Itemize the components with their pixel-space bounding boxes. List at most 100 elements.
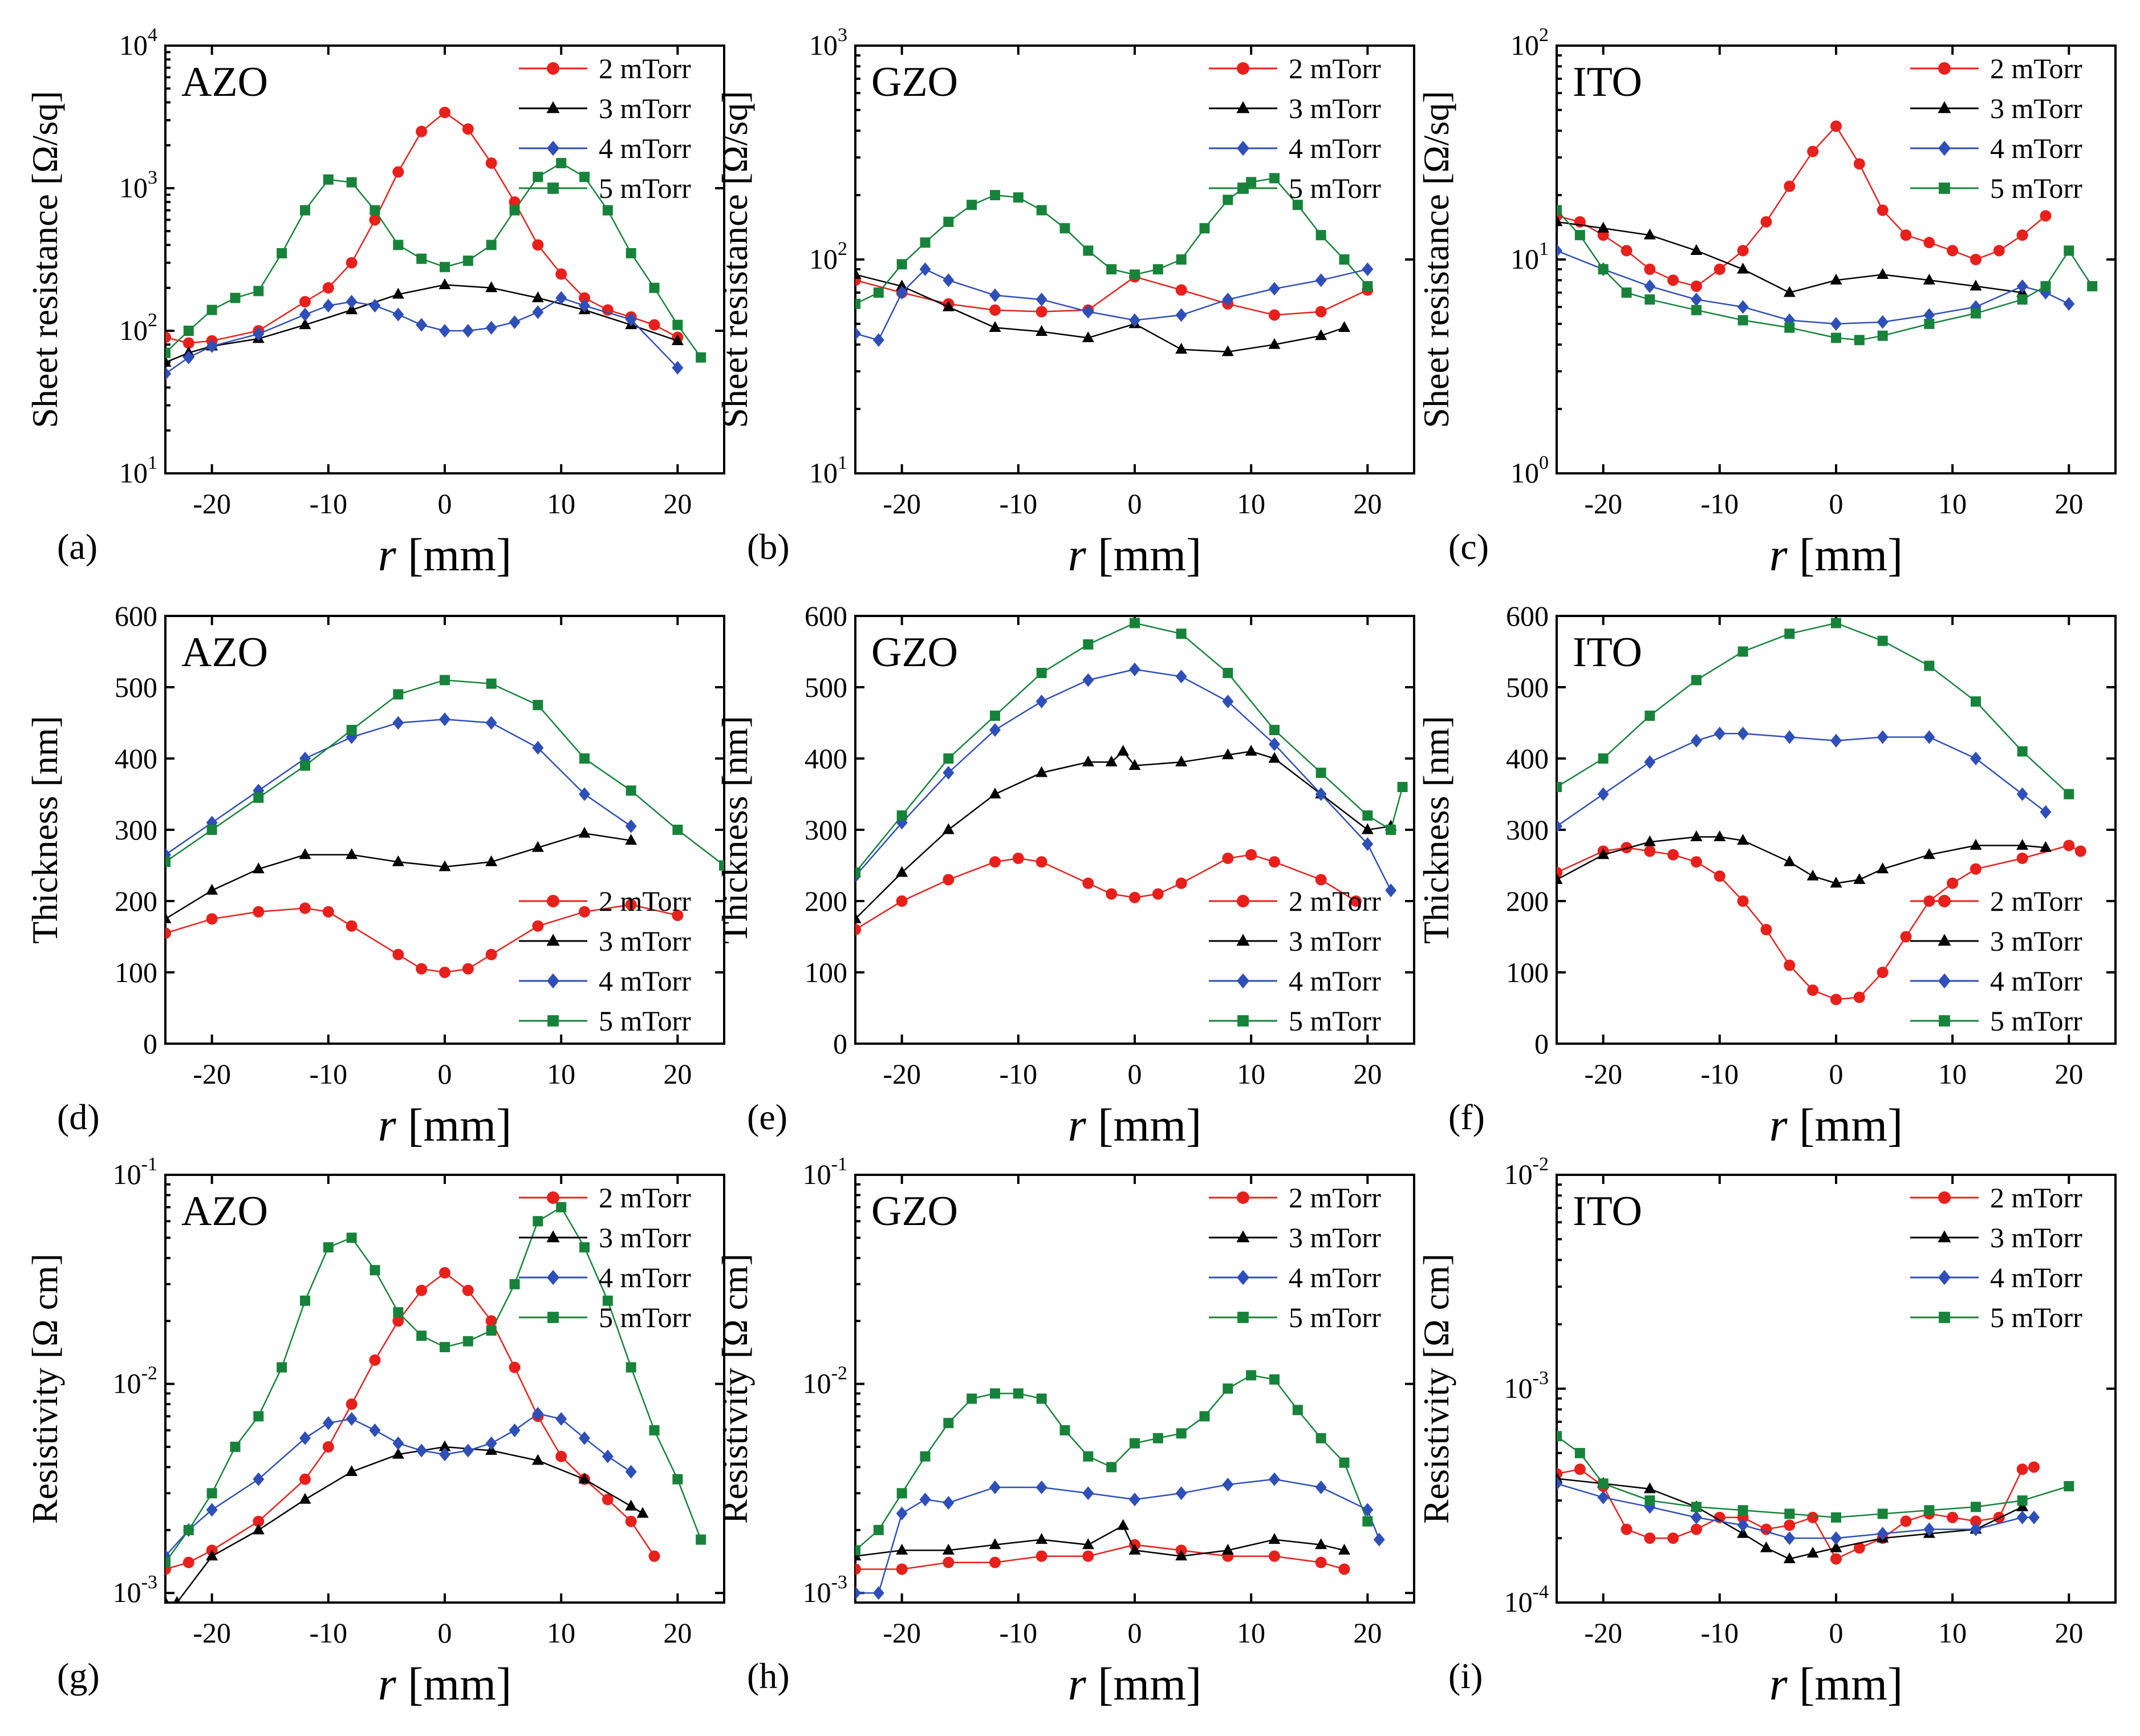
- data-point: [277, 1362, 287, 1373]
- data-point: [1246, 1370, 1257, 1381]
- data-point: [1737, 834, 1749, 845]
- data-point: [1830, 1531, 1842, 1546]
- data-point: [1830, 733, 1842, 748]
- data-point: [509, 315, 521, 329]
- legend-marker: [1237, 1269, 1249, 1285]
- legend-marker: [1939, 1312, 1950, 1323]
- x-tick-label: 0: [438, 1058, 452, 1090]
- legend-item: 5 mTorr: [519, 172, 691, 204]
- legend-item: 5 mTorr: [1910, 1301, 2082, 1333]
- data-point: [1713, 830, 1726, 841]
- data-point: [1923, 237, 1935, 249]
- data-point: [1082, 305, 1094, 319]
- legend: 2 mTorr 3 mTorr 4 mTorr 5 mTorr: [1209, 52, 1381, 204]
- data-point: [1175, 343, 1188, 354]
- data-point: [1059, 1425, 1070, 1435]
- data-point: [1152, 264, 1163, 275]
- data-point: [896, 286, 908, 300]
- legend-label: 4 mTorr: [1990, 132, 2082, 164]
- data-point: [2017, 294, 2028, 305]
- data-point: [1082, 673, 1094, 687]
- data-point: [1036, 1550, 1047, 1562]
- legend-marker: [1236, 1230, 1250, 1243]
- data-point: [1176, 254, 1187, 265]
- data-point: [579, 906, 590, 918]
- data-point: [1199, 223, 1210, 234]
- panel-label: (f): [1448, 1097, 1485, 1137]
- panel-f: -20 -10 0 10 200100200300400500600ITOThickne…: [1416, 600, 2117, 1151]
- data-point: [1082, 1486, 1094, 1500]
- data-point: [1831, 332, 1841, 343]
- data-point: [943, 1418, 954, 1429]
- data-area: [1557, 1431, 2074, 1565]
- data-point: [872, 333, 884, 347]
- data-point: [1667, 1532, 1679, 1544]
- data-point: [1831, 618, 1841, 628]
- data-point: [1059, 223, 1070, 234]
- series-2-mTorr: [855, 271, 1374, 321]
- data-point: [1082, 877, 1094, 889]
- data-point: [416, 125, 428, 137]
- y-tick-label: 400: [115, 743, 157, 774]
- data-point: [165, 355, 172, 367]
- legend-marker: [1938, 895, 1951, 907]
- data-point: [462, 963, 474, 975]
- data-point: [230, 293, 241, 303]
- series-5-mTorr: [855, 1370, 1373, 1556]
- data-point: [346, 725, 357, 735]
- data-point: [1036, 695, 1047, 708]
- data-point: [1830, 1541, 1842, 1552]
- data-point: [1784, 1531, 1796, 1546]
- x-axis-label: r [mm]: [1769, 529, 1903, 581]
- data-point: [1877, 730, 1889, 744]
- data-point: [392, 948, 404, 960]
- data-point: [440, 262, 450, 273]
- data-point: [1923, 730, 1935, 744]
- y-axis-label: Resistivity [Ω cm]: [25, 1254, 65, 1524]
- legend-item: 4 mTorr: [1209, 1262, 1381, 1293]
- legend-label: 2 mTorr: [1990, 885, 2082, 917]
- data-point: [2016, 853, 2028, 864]
- data-point: [1175, 308, 1187, 322]
- data-point: [1644, 279, 1656, 293]
- data-point: [1784, 1508, 1795, 1519]
- data-point: [626, 248, 636, 258]
- data-point: [1877, 862, 1889, 874]
- data-point: [942, 823, 955, 834]
- legend-marker: [546, 101, 560, 113]
- data-point: [2074, 845, 2086, 857]
- legend-label: 5 mTorr: [1289, 1005, 1381, 1037]
- series-4-mTorr: [1557, 1477, 2040, 1546]
- data-point: [672, 910, 684, 921]
- x-tick-label: -10: [1000, 1058, 1038, 1090]
- panel-label: (b): [747, 526, 790, 567]
- data-point: [1924, 1505, 1935, 1516]
- data-point: [300, 760, 310, 771]
- x-axis-label: r [mm]: [378, 1658, 512, 1710]
- data-point: [1644, 1532, 1656, 1544]
- data-point: [1947, 1511, 1959, 1523]
- y-tick-label: 300: [805, 814, 847, 846]
- data-point: [1621, 1523, 1633, 1535]
- data-point: [1269, 1472, 1280, 1486]
- y-tick-label: 100: [805, 956, 847, 988]
- data-point: [672, 1474, 683, 1484]
- legend-label: 4 mTorr: [599, 965, 691, 997]
- data-point: [556, 1202, 567, 1212]
- series-line: [855, 1478, 1380, 1594]
- legend: 2 mTorr 3 mTorr 4 mTorr 5 mTorr: [1910, 885, 2082, 1037]
- data-point: [1557, 1431, 1562, 1442]
- data-point: [1175, 755, 1188, 766]
- y-axis-label: Thickness [nm]: [25, 716, 65, 944]
- data-point: [2064, 245, 2074, 256]
- data-point: [253, 286, 264, 297]
- data-point: [1315, 1433, 1326, 1443]
- data-point: [485, 948, 497, 960]
- legend-label: 4 mTorr: [1990, 1262, 2082, 1293]
- data-area: [855, 1370, 1385, 1600]
- data-point: [1221, 345, 1234, 356]
- data-point: [602, 1295, 613, 1306]
- data-point: [322, 906, 334, 918]
- data-point: [509, 1361, 521, 1373]
- data-point: [1385, 883, 1397, 898]
